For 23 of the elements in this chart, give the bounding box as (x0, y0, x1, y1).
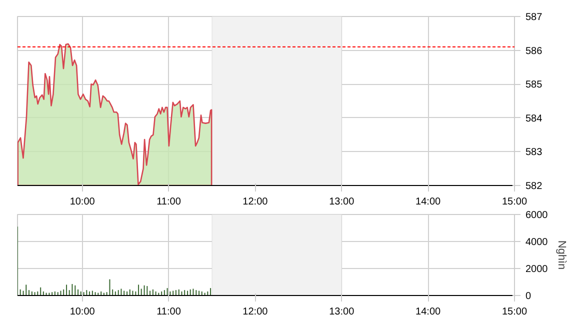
y-tick-label: 586 (526, 46, 543, 57)
x-tick-label: 13:00 (329, 196, 355, 208)
y-tick-label: 585 (526, 80, 543, 91)
y-axis-title: Nghìn (556, 240, 568, 270)
x-tick-label: 12:00 (242, 306, 268, 318)
y-tick-label: 584 (526, 113, 543, 124)
x-tick-label: 15:00 (502, 306, 528, 318)
x-tick-label: 11:00 (156, 196, 182, 208)
x-tick-label: 10:00 (70, 306, 96, 318)
y-tick-label: 0 (526, 291, 532, 302)
y-tick-label: 2000 (526, 264, 548, 275)
x-tick-label: 11:00 (156, 306, 182, 318)
x-tick-label: 14:00 (416, 306, 442, 318)
y-tick-label: 583 (526, 147, 543, 158)
x-tick-label: 12:00 (242, 196, 268, 208)
y-tick-label: 4000 (526, 237, 548, 248)
y-tick-label: 6000 (526, 210, 548, 221)
y-tick-label: 587 (526, 12, 543, 23)
x-tick-label: 15:00 (502, 196, 528, 208)
x-tick-label: 14:00 (416, 196, 442, 208)
x-tick-label: 10:00 (70, 196, 96, 208)
y-tick-label: 582 (526, 181, 543, 192)
x-tick-label: 13:00 (329, 306, 355, 318)
